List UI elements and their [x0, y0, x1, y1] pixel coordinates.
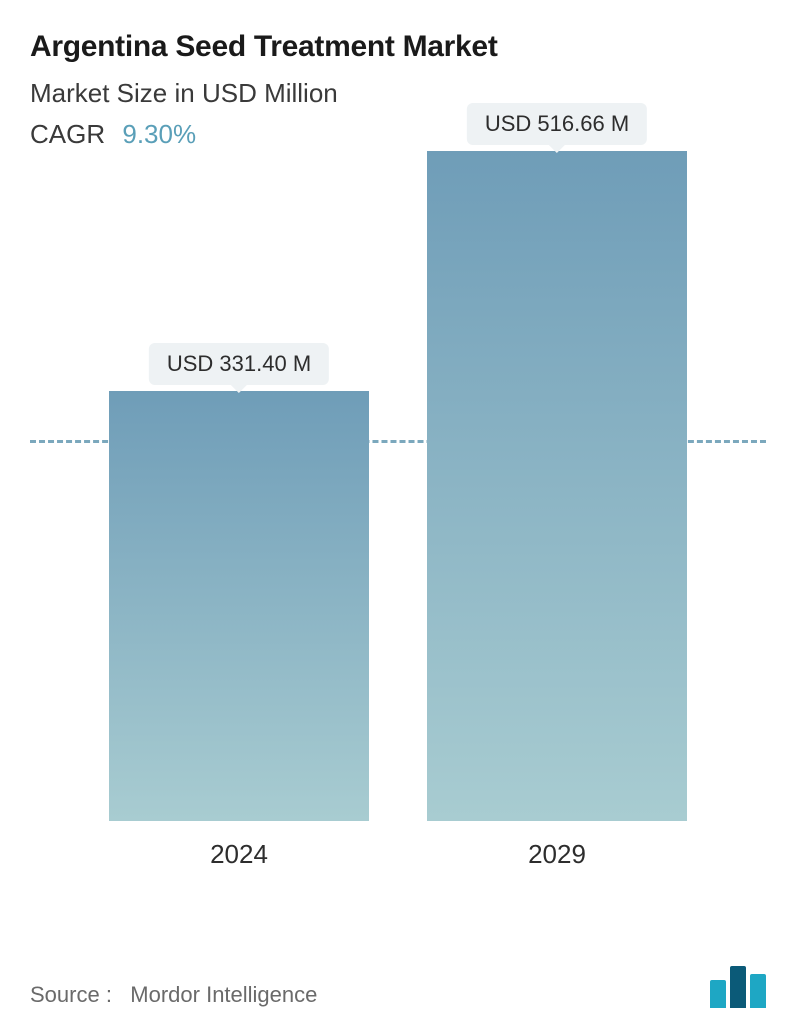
bar-2029: USD 516.66 M [427, 151, 687, 821]
chart-subtitle: Market Size in USD Million [30, 78, 766, 109]
cagr-value: 9.30% [122, 119, 196, 149]
chart-area: USD 331.40 M 2024 USD 516.66 M 2029 [30, 190, 766, 930]
cagr-label: CAGR [30, 119, 105, 149]
bar-column-2029: USD 516.66 M 2029 [417, 151, 697, 870]
footer: Source : Mordor Intelligence [30, 966, 766, 1008]
source-label: Source : [30, 982, 112, 1007]
bar-2024: USD 331.40 M [109, 391, 369, 821]
logo-bar-2 [730, 966, 746, 1008]
source-text: Source : Mordor Intelligence [30, 982, 317, 1008]
chart-container: Argentina Seed Treatment Market Market S… [0, 0, 796, 1034]
value-label-2029: USD 516.66 M [467, 103, 647, 145]
logo-bar-1 [710, 980, 726, 1008]
brand-logo-icon [710, 966, 766, 1008]
bars-row: USD 331.40 M 2024 USD 516.66 M 2029 [30, 190, 766, 870]
value-label-2024: USD 331.40 M [149, 343, 329, 385]
x-label-2024: 2024 [210, 839, 268, 870]
x-label-2029: 2029 [528, 839, 586, 870]
chart-title: Argentina Seed Treatment Market [30, 30, 766, 64]
source-name: Mordor Intelligence [130, 982, 317, 1007]
logo-bar-3 [750, 974, 766, 1008]
cagr-row: CAGR 9.30% [30, 119, 766, 150]
bar-column-2024: USD 331.40 M 2024 [99, 391, 379, 870]
